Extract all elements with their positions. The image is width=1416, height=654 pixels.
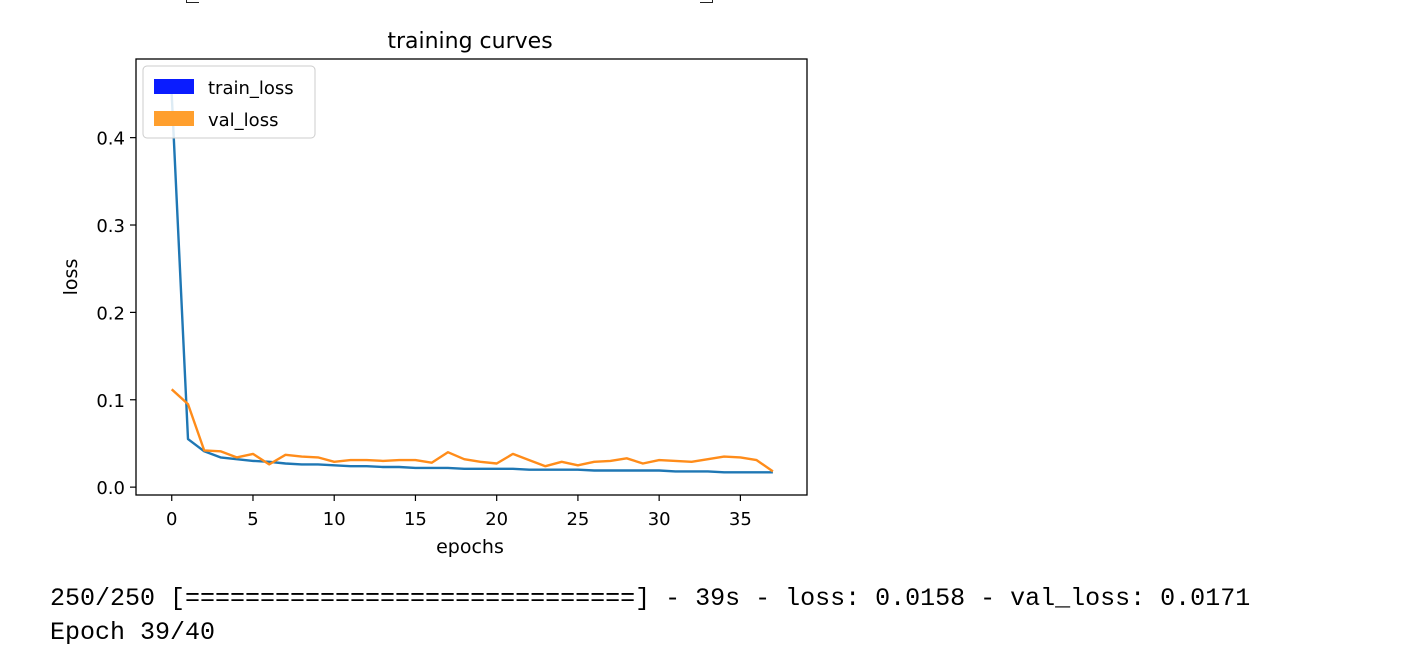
axes-frame <box>135 58 808 496</box>
x-tick-label: 15 <box>404 509 427 530</box>
x-tick-label: 35 <box>729 509 752 530</box>
training-log-epoch: Epoch 39/40 <box>50 618 216 647</box>
y-axis-label: loss <box>60 259 82 296</box>
x-tick-label: 0 <box>166 509 177 530</box>
series-line-train_loss <box>170 93 773 474</box>
y-tick-label: 0.1 <box>96 391 125 412</box>
y-tick-label: 0.2 <box>96 303 125 324</box>
y-tick-label: 0.0 <box>96 478 125 499</box>
y-tick-label: 0.4 <box>96 129 125 150</box>
chart-title: training curves <box>387 29 552 54</box>
legend: train_loss val_loss <box>142 65 316 139</box>
x-tick-label: 30 <box>648 509 671 530</box>
plot-area <box>170 93 774 474</box>
x-tick-label: 10 <box>323 509 346 530</box>
x-tick-label: 25 <box>566 509 589 530</box>
x-tick-label: 20 <box>485 509 508 530</box>
y-tick-label: 0.3 <box>96 216 125 237</box>
axes: 0 5 10 15 20 25 30 35 0.0 0.1 0.2 0.3 0.4 <box>96 58 808 530</box>
x-axis-label: epochs <box>436 536 504 558</box>
clipped-output-bracket-left <box>186 0 199 3</box>
legend-swatch-val_loss <box>154 111 194 126</box>
legend-label-val_loss: val_loss <box>208 110 278 131</box>
legend-swatch-train_loss <box>154 79 194 94</box>
legend-label-train_loss: train_loss <box>208 78 294 99</box>
series-line-val_loss <box>170 388 774 473</box>
training-curves-chart: training curves 0 5 10 15 20 25 30 350.00.10.20… <box>60 29 808 558</box>
training-log-progress: 250/250 [==============================]… <box>50 584 1251 613</box>
x-tick-label: 5 <box>247 509 258 530</box>
clipped-output-bracket-right <box>700 0 713 3</box>
